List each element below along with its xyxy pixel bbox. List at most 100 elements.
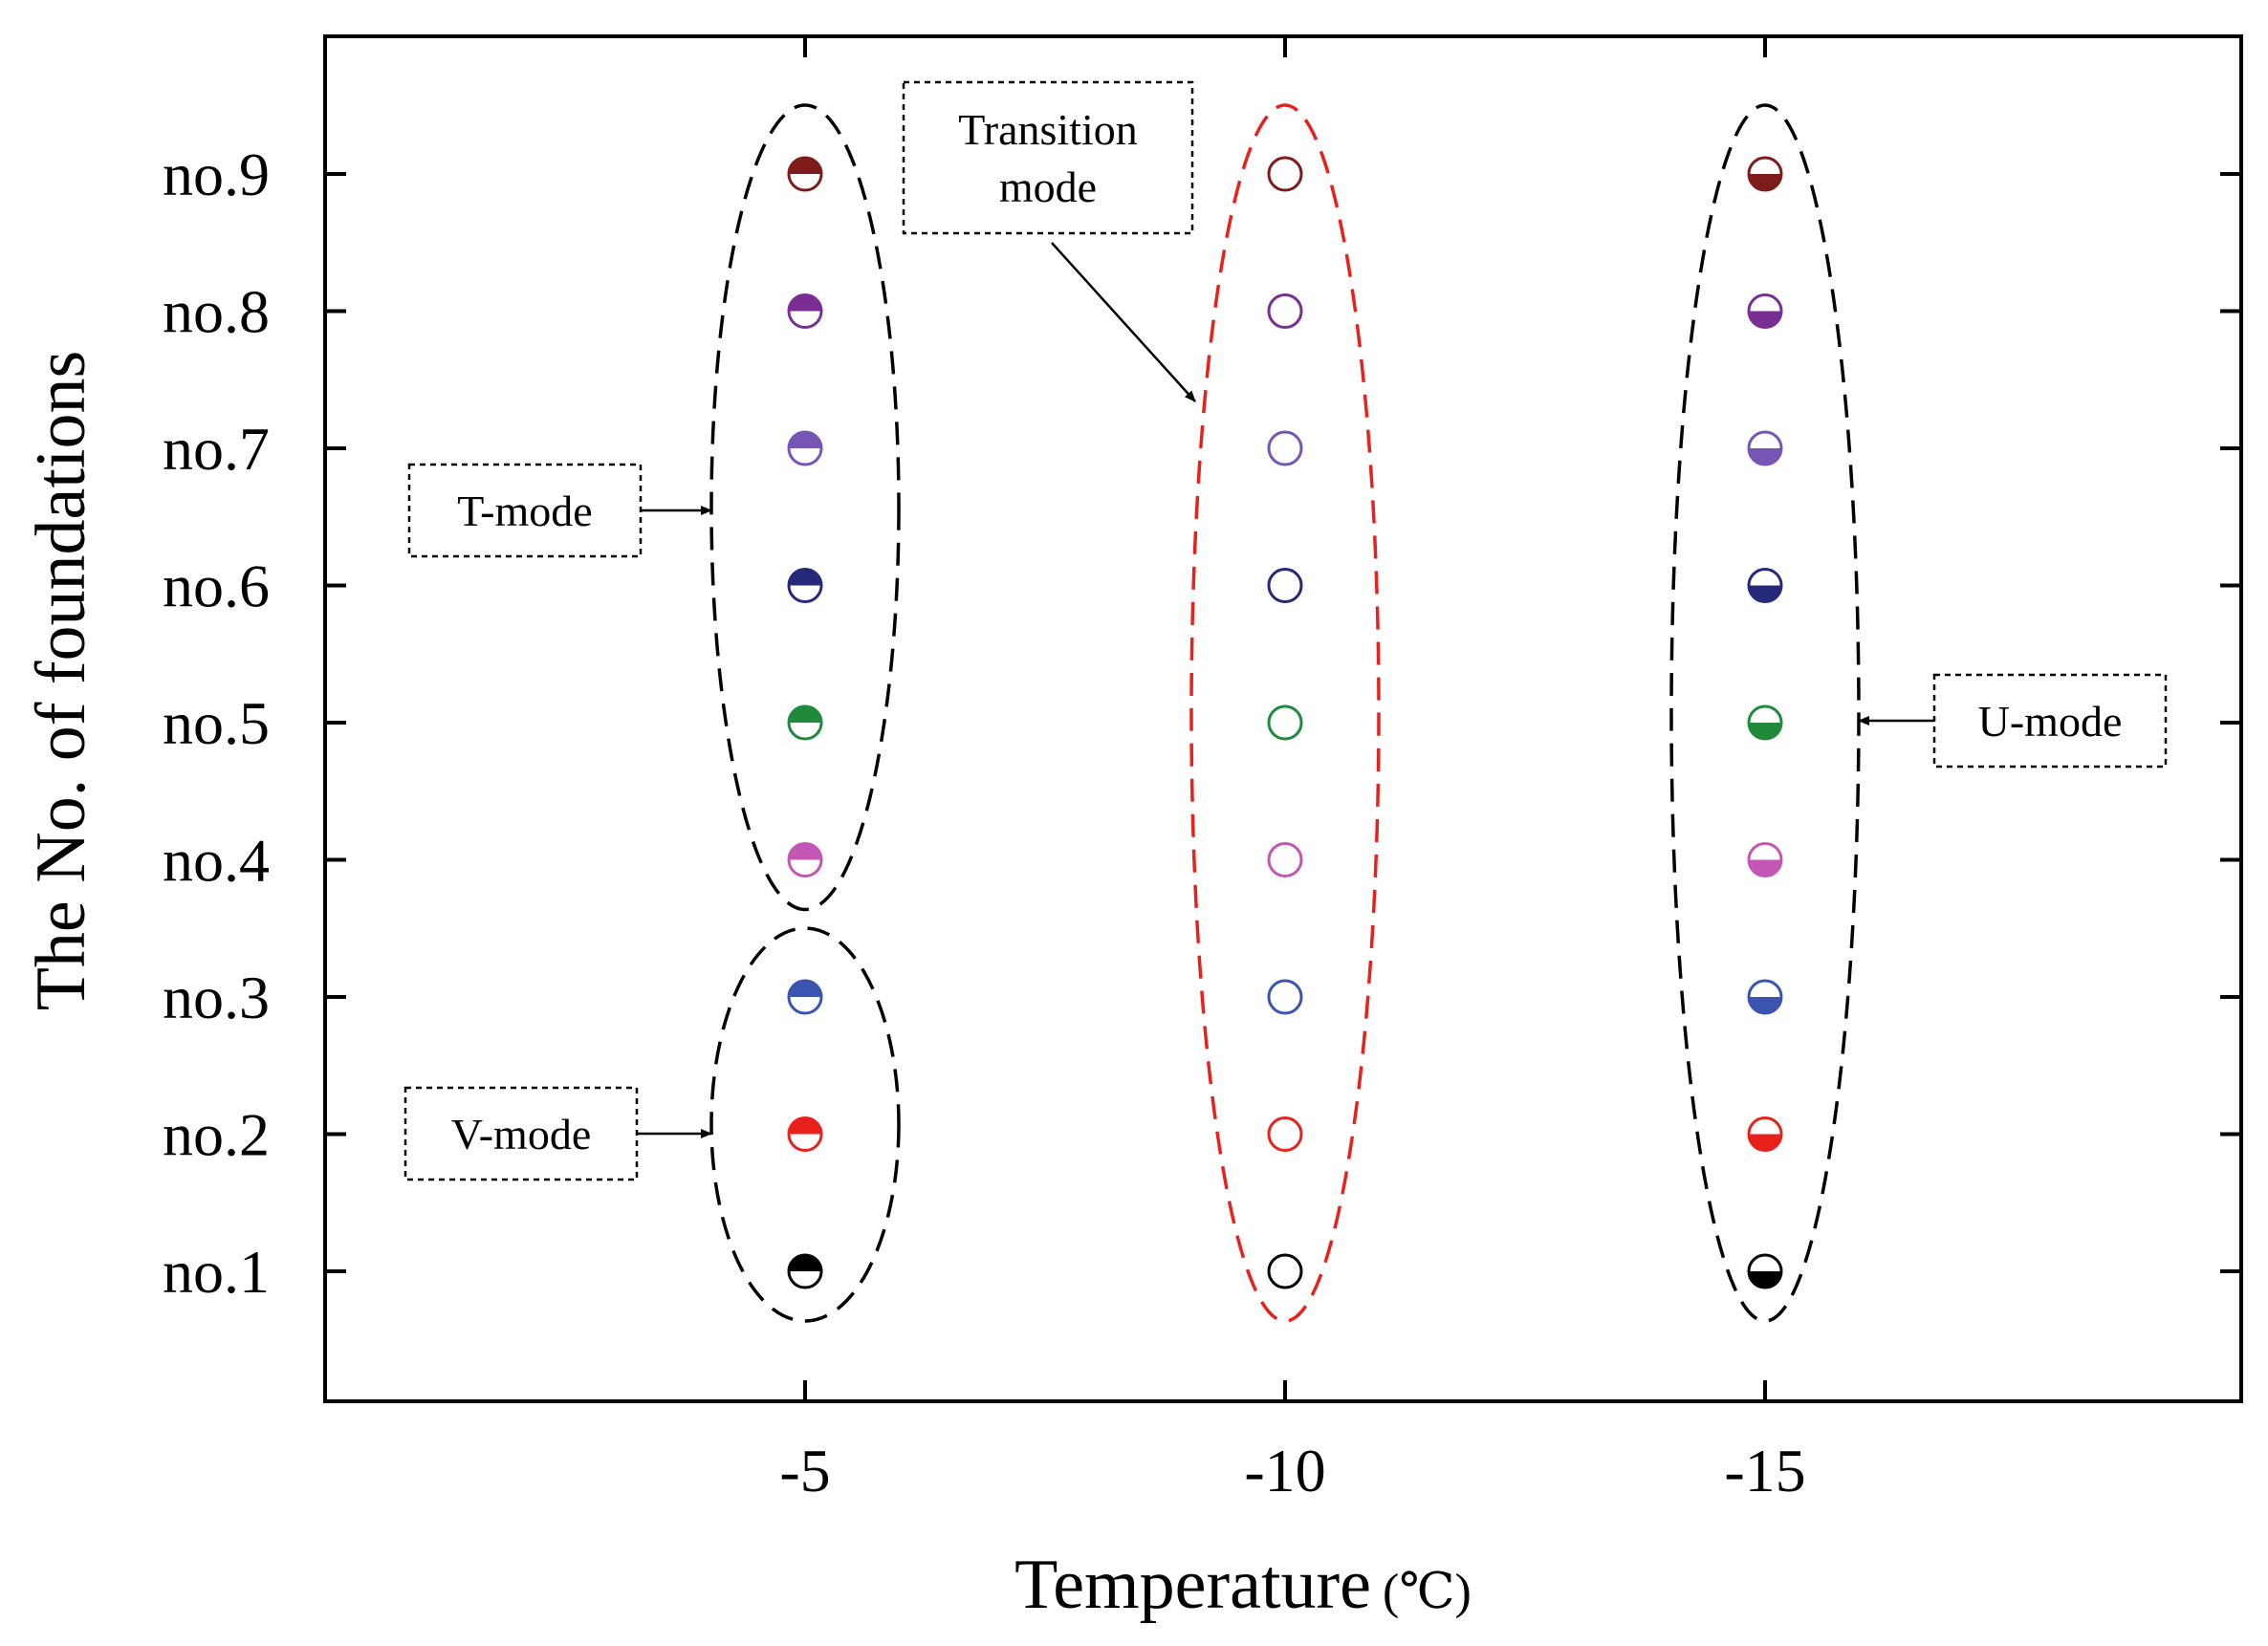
point-outline [1267,156,1303,192]
point-outline [1267,979,1303,1015]
mode-annotations: T-mode V-mode Transition mode U-mode [403,80,2168,1181]
point-outline [1267,568,1303,603]
data-point [1747,156,1783,192]
data-point [787,156,823,192]
point-outline [1747,842,1783,877]
data-point [1267,568,1303,603]
annotation-label: Transition [958,105,1137,154]
point-fill [789,158,821,174]
point-outline [1747,1253,1783,1289]
point-fill [789,1255,821,1271]
data-point [787,842,823,877]
point-fill [789,843,821,860]
point-fill [1749,997,1781,1013]
point-fill [1749,174,1781,190]
point-outline [1267,1253,1303,1289]
data-point [787,568,823,603]
point-outline [1267,842,1303,877]
annotation-label: U-mode [1978,697,2123,746]
point-outline [1267,1116,1303,1152]
point-outline [787,568,823,603]
annotation-label: mode [999,162,1097,211]
y-tick-label: no.5 [163,689,270,757]
point-outline [787,293,823,329]
x-tick-labels: -5 -10 -15 [779,1437,1805,1505]
mode-annotation: V-mode [403,1086,712,1181]
annotation-arrow [1051,242,1196,402]
point-fill [1749,448,1781,465]
point-outline [787,704,823,741]
mode-annotation: Transition mode [902,80,1196,402]
x-axis-title: Temperature (℃) [1014,1546,1472,1624]
y-tick-label: no.6 [163,552,270,620]
point-outline [1267,704,1303,741]
point-outline [1747,979,1783,1015]
point-fill [789,432,821,448]
x-tick-label: -15 [1724,1437,1805,1505]
data-point [1267,430,1303,466]
data-point [787,1253,823,1289]
y-tick-label: no.1 [163,1238,270,1306]
point-outline [787,1116,823,1152]
data-point [1267,1253,1303,1289]
point-fill [1749,311,1781,328]
data-point [1747,568,1783,603]
data-point [1747,842,1783,877]
data-points [787,156,1783,1289]
point-outline [787,1253,823,1289]
data-point [1267,1116,1303,1152]
data-point [1747,1116,1783,1152]
data-point [1267,293,1303,329]
y-tick-label: no.3 [163,964,270,1031]
data-point [1747,293,1783,329]
mode-annotation: T-mode [407,463,712,558]
point-outline [1747,568,1783,603]
mode-ellipse [1669,103,1861,1323]
x-tick-label: -10 [1244,1437,1325,1505]
x-axis-unit: (℃) [1383,1565,1472,1619]
axis-ticks [325,36,2241,1401]
point-fill [789,294,821,312]
mode-group-ellipses [709,103,1861,1323]
point-outline [1747,156,1783,192]
point-outline [787,156,823,192]
data-point [1747,979,1783,1015]
annotation-label: V-mode [451,1110,592,1159]
data-point [1747,1253,1783,1289]
y-tick-label: no.7 [163,415,270,483]
mode-ellipse [1189,103,1381,1323]
point-fill [789,569,821,586]
x-tick-label: -5 [779,1437,830,1505]
data-point [1267,704,1303,741]
point-outline [1267,430,1303,466]
point-outline [1747,1116,1783,1152]
data-point [787,979,823,1015]
data-point [787,1116,823,1152]
y-tick-label: no.2 [163,1101,270,1169]
annotation-box [407,463,643,558]
y-tick-label: no.8 [163,278,270,346]
annotation-box [403,1086,639,1181]
point-outline [1747,704,1783,741]
point-fill [789,706,821,723]
point-outline [787,979,823,1015]
data-point [787,293,823,329]
point-fill [789,1117,821,1135]
y-tick-labels: no.1 no.2 no.3 no.4 no.5 no.6 no.7 no.8 no.9 [163,141,270,1306]
point-outline [1747,430,1783,466]
point-fill [789,981,821,997]
point-outline [787,430,823,466]
point-fill [1749,585,1781,602]
point-fill [1749,723,1781,739]
point-fill [1749,1134,1781,1151]
y-axis-title: The No. of foundations [22,351,100,1011]
x-axis-label: Temperature [1014,1546,1371,1624]
point-outline [787,842,823,877]
mode-ellipse [709,103,901,912]
annotation-box [902,80,1194,235]
point-fill [1749,859,1781,877]
point-outline [1747,293,1783,329]
data-point [1747,704,1783,741]
annotation-label: T-mode [457,487,592,535]
